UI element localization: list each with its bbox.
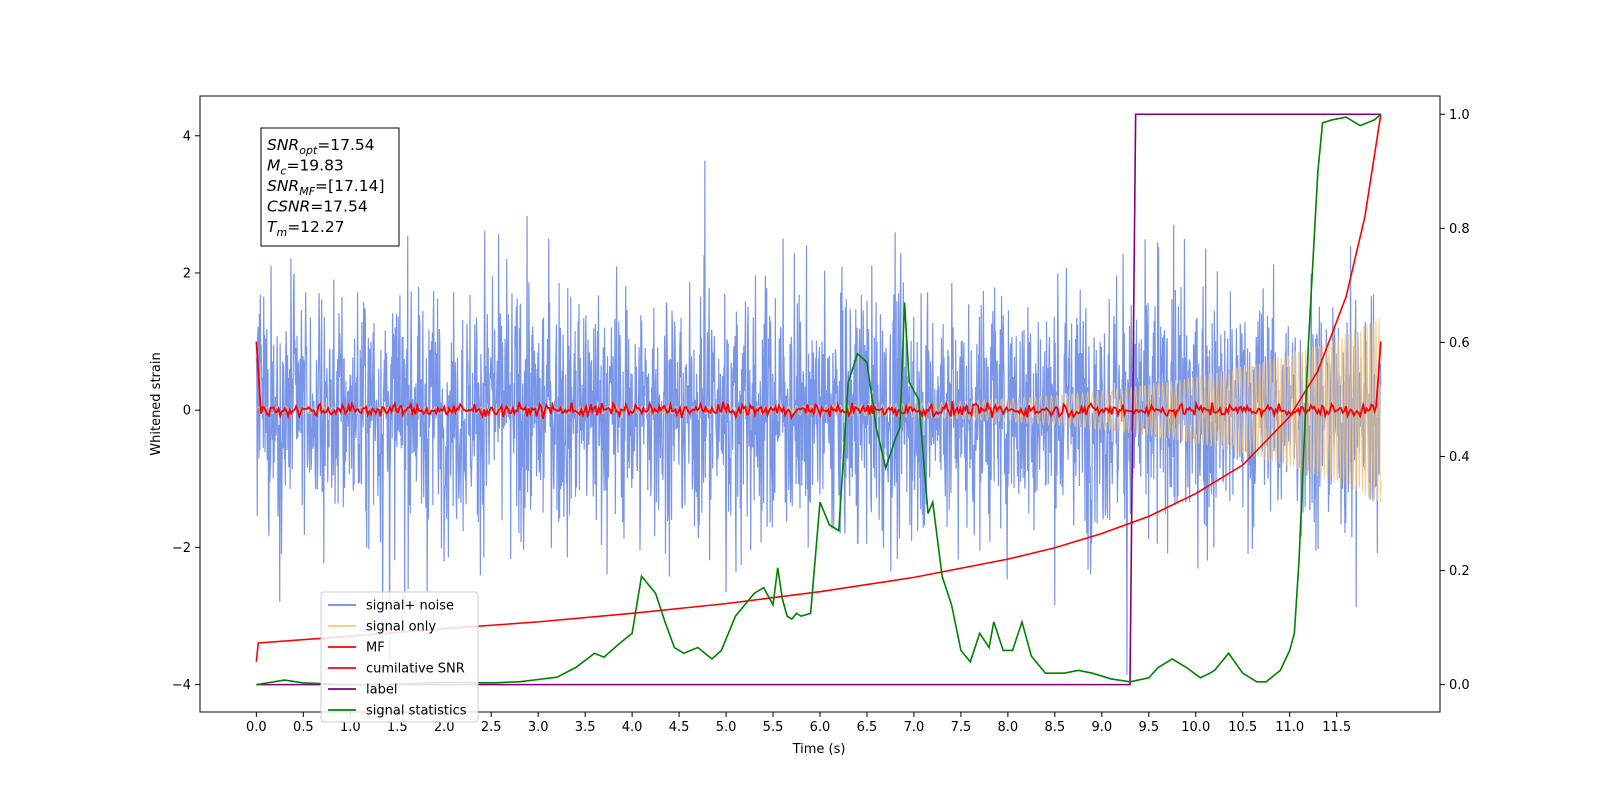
info-line: CSNR=17.54: [267, 198, 368, 216]
legend: signal+ noise signal only MF cumilative SNR…: [320, 591, 479, 723]
legend-label: MF: [366, 641, 385, 656]
x-tick-label: 0.0: [246, 720, 267, 735]
series-mf: [255, 341, 1382, 421]
x-tick-label: 9.5: [1138, 720, 1159, 735]
y2-tick-label: 0.0: [1449, 678, 1470, 693]
series-signal-statistics: [256, 113, 1382, 686]
legend-label: signal statistics: [366, 704, 467, 719]
x-tick-label: 6.0: [810, 720, 831, 735]
x-tick-label: 7.5: [951, 720, 972, 735]
x-tick-label: 3.5: [575, 720, 596, 735]
y2-tick-label: 0.6: [1449, 336, 1470, 351]
x-tick-label: 11.0: [1275, 720, 1304, 735]
x-tick-label: 3.0: [528, 720, 549, 735]
y-tick-label: −4: [172, 678, 191, 693]
series-label: [256, 113, 1381, 686]
x-tick-label: 4.5: [669, 720, 690, 735]
x-tick-label: 9.0: [1091, 720, 1112, 735]
info-box-frame: [260, 127, 400, 247]
x-tick-label: 0.5: [293, 720, 314, 735]
x-tick-label: 4.0: [622, 720, 643, 735]
y-tick-label: 0: [183, 404, 191, 419]
x-axis-label: Time (s): [792, 742, 846, 757]
x-tick-label: 10.0: [1181, 720, 1210, 735]
x-axis: 0.0 0.5 1.0 1.5 2.0 2.5 3.0 3.5 4.0 4.5 5.0 5.5 6.0 6…: [246, 712, 1351, 735]
x-tick-label: 8.5: [1045, 720, 1066, 735]
x-tick-label: 5.0: [716, 720, 737, 735]
legend-label: cumilative SNR: [366, 662, 465, 677]
x-tick-label: 7.0: [904, 720, 925, 735]
legend-frame: [320, 591, 479, 723]
y-tick-label: −2: [172, 541, 191, 556]
info-line: Mc=19.83: [267, 157, 344, 178]
legend-label: signal+ noise: [366, 599, 454, 614]
series-signal-noise: [255, 160, 1382, 675]
y-axis: −4 −2 0 2 4: [172, 129, 200, 693]
info-line: Tm=12.27: [267, 218, 345, 239]
x-tick-label: 8.0: [998, 720, 1019, 735]
legend-label: label: [366, 683, 397, 698]
y-tick-label: 2: [183, 266, 191, 281]
y2-tick-label: 0.2: [1449, 564, 1470, 579]
y2-tick-label: 1.0: [1449, 108, 1470, 123]
x-tick-label: 6.5: [857, 720, 878, 735]
y2-tick-label: 0.4: [1449, 450, 1470, 465]
x-tick-label: 1.5: [387, 720, 408, 735]
x-tick-label: 2.0: [434, 720, 455, 735]
y2-tick-label: 0.8: [1449, 222, 1470, 237]
legend-label: signal only: [366, 620, 436, 635]
info-annotation-box: SNRopt=17.54Mc=19.83SNRMF=[17.14]CSNR=17…: [260, 127, 400, 247]
y-tick-label: 4: [183, 129, 191, 144]
x-tick-label: 5.5: [763, 720, 784, 735]
y2-axis: 0.0 0.2 0.4 0.6 0.8 1.0: [1440, 108, 1470, 693]
info-line: SNRMF=[17.14]: [267, 177, 385, 198]
x-tick-label: 1.0: [340, 720, 361, 735]
x-tick-label: 11.5: [1322, 720, 1351, 735]
info-line: SNRopt=17.54: [267, 136, 375, 157]
x-tick-label: 2.5: [481, 720, 502, 735]
x-tick-label: 10.5: [1228, 720, 1257, 735]
y-axis-label: Whitened strain: [149, 352, 164, 455]
